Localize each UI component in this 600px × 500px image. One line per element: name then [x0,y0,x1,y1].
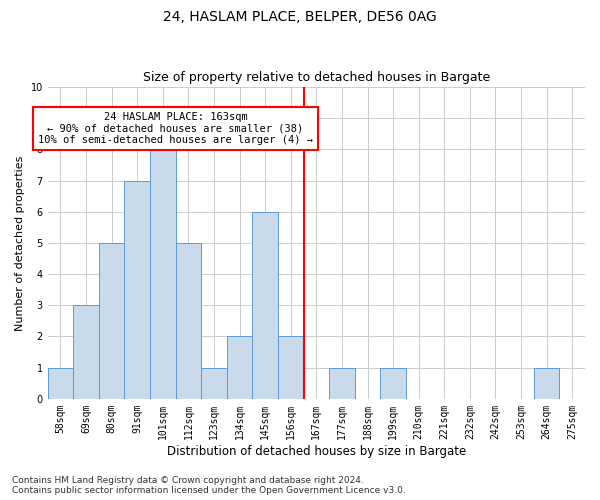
Text: Contains HM Land Registry data © Crown copyright and database right 2024.
Contai: Contains HM Land Registry data © Crown c… [12,476,406,495]
Bar [99,243,124,399]
Bar [227,336,253,399]
Bar [380,368,406,399]
Bar [47,368,73,399]
Bar [534,368,559,399]
Bar [124,180,150,399]
Bar [73,306,99,399]
Text: 24 HASLAM PLACE: 163sqm
← 90% of detached houses are smaller (38)
10% of semi-de: 24 HASLAM PLACE: 163sqm ← 90% of detache… [38,112,313,145]
Text: 24, HASLAM PLACE, BELPER, DE56 0AG: 24, HASLAM PLACE, BELPER, DE56 0AG [163,10,437,24]
X-axis label: Distribution of detached houses by size in Bargate: Distribution of detached houses by size … [167,444,466,458]
Bar [201,368,227,399]
Bar [278,336,304,399]
Y-axis label: Number of detached properties: Number of detached properties [15,156,25,330]
Bar [176,243,201,399]
Bar [253,212,278,399]
Bar [329,368,355,399]
Title: Size of property relative to detached houses in Bargate: Size of property relative to detached ho… [143,72,490,85]
Bar [150,150,176,399]
